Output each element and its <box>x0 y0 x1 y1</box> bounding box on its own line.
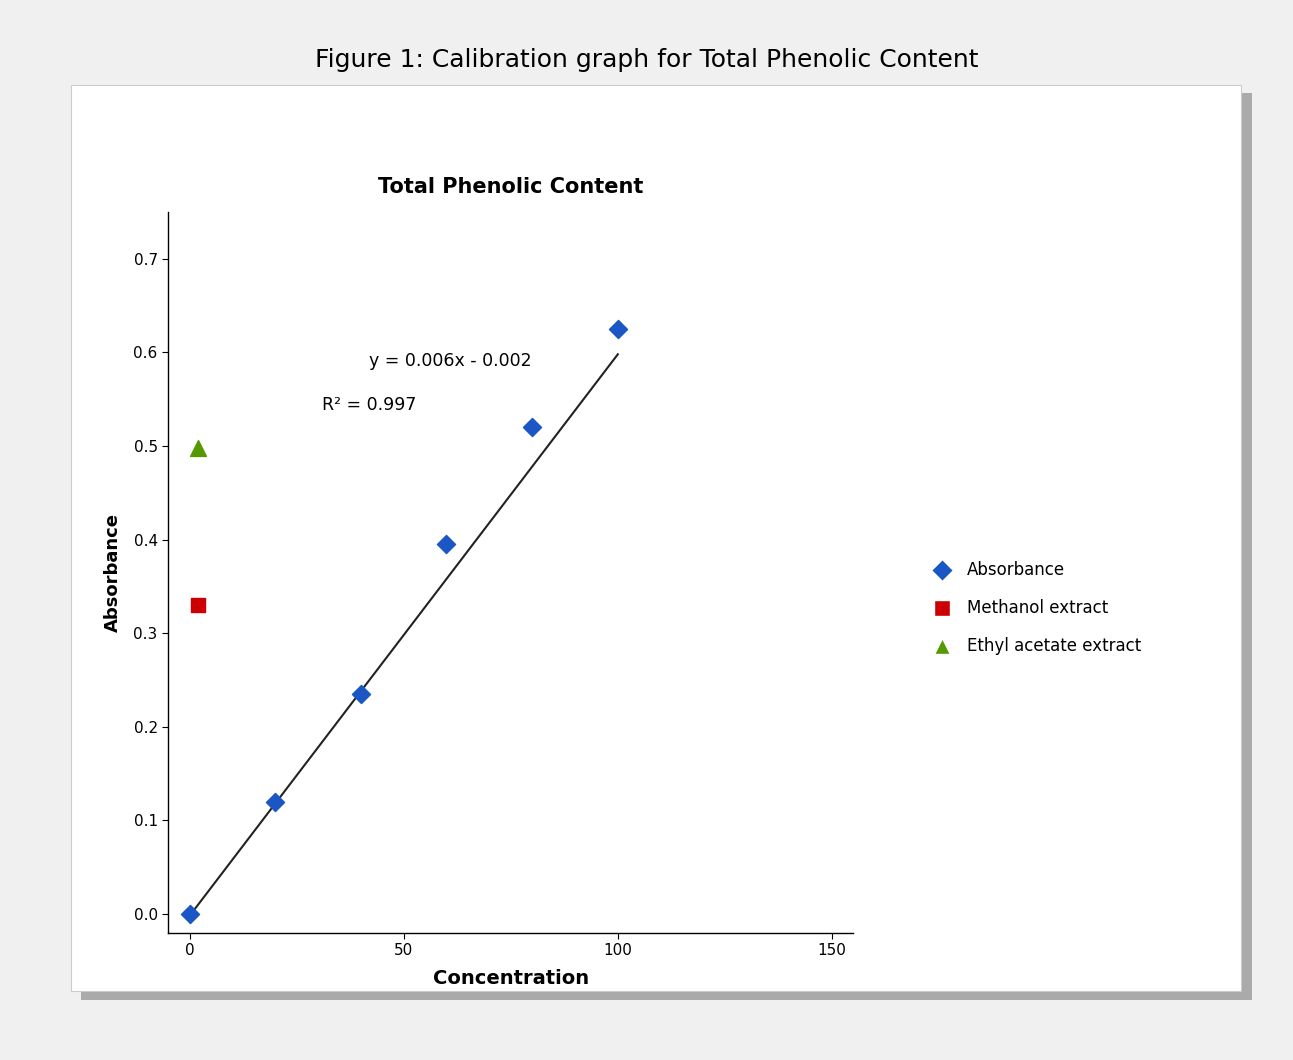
Text: R² = 0.997: R² = 0.997 <box>322 396 416 414</box>
Absorbance <box>180 905 200 922</box>
Absorbance <box>608 320 628 337</box>
Methanol extract <box>187 597 208 614</box>
Text: y = 0.006x - 0.002: y = 0.006x - 0.002 <box>370 353 531 370</box>
Absorbance <box>436 536 456 553</box>
Ethyl acetate extract <box>187 440 208 457</box>
Y-axis label: Absorbance: Absorbance <box>105 513 123 632</box>
Absorbance <box>350 686 371 703</box>
Absorbance <box>522 419 543 436</box>
Absorbance <box>265 793 286 810</box>
Legend: Absorbance, Methanol extract, Ethyl acetate extract: Absorbance, Methanol extract, Ethyl acet… <box>917 553 1149 664</box>
Title: Total Phenolic Content: Total Phenolic Content <box>378 177 644 196</box>
X-axis label: Concentration: Concentration <box>433 969 588 988</box>
Text: Figure 1: Calibration graph for Total Phenolic Content: Figure 1: Calibration graph for Total Ph… <box>314 48 979 72</box>
